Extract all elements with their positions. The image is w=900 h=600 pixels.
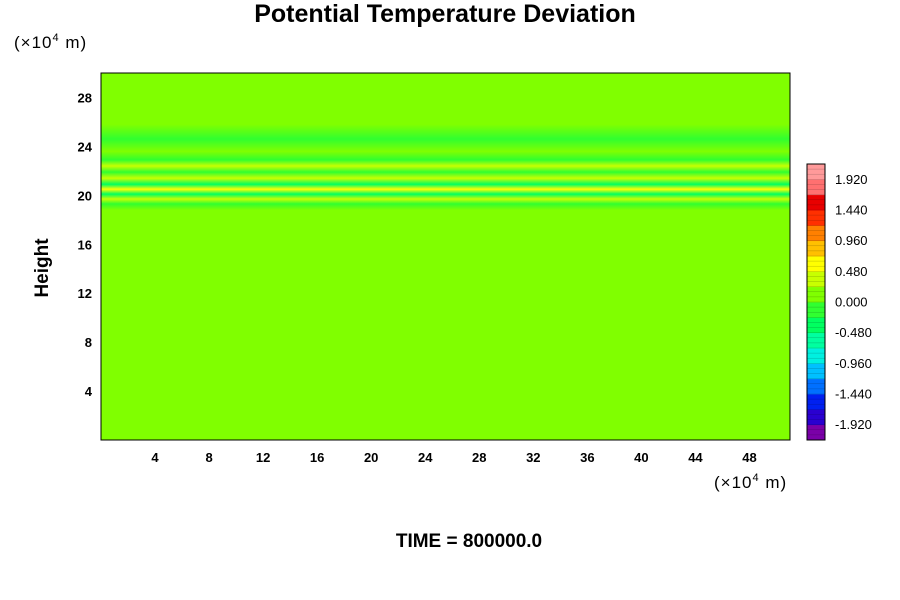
colorbar-swatch — [807, 286, 825, 303]
x-tick-label: 16 — [310, 450, 324, 465]
colorbar: 1.920 1.440 0.960 0.480 0.000 -0.480 -0.960 -1.… — [806, 163, 872, 441]
x-axis-unit: (×104 m) — [714, 472, 787, 493]
colorbar-tick-label: 0.000 — [835, 295, 868, 310]
y-tick-label: 12 — [78, 286, 92, 301]
x-axis-ticks: 4 8 12 16 20 24 28 32 36 40 44 48 — [151, 450, 756, 465]
colorbar-border — [806, 163, 826, 441]
x-tick-label: 28 — [472, 450, 486, 465]
x-tick-label: 48 — [742, 450, 756, 465]
x-tick-label: 36 — [580, 450, 594, 465]
colorbar-swatch — [807, 394, 825, 410]
colorbar-tick-label: 1.440 — [835, 203, 868, 218]
time-label: TIME = 800000.0 — [395, 531, 543, 552]
y-unit-exponent: 4 — [52, 32, 60, 44]
x-tick-label: 24 — [418, 450, 433, 465]
y-tick-label: 4 — [85, 384, 93, 399]
x-unit-prefix: (×10 — [714, 473, 753, 492]
colorbar-swatch — [807, 302, 825, 318]
colorbar-tick-label: -0.480 — [835, 325, 872, 340]
colorbar-tick-label: -0.960 — [835, 356, 872, 371]
heatmap-field — [100, 72, 791, 441]
y-axis-ticks: 4 8 12 16 20 24 28 — [78, 90, 93, 399]
y-unit-suffix: m) — [59, 33, 88, 52]
heatmap-area — [101, 73, 790, 440]
y-unit-prefix: (×10 — [14, 33, 53, 52]
colorbar-swatch — [807, 363, 825, 380]
colorbar-tick-label: -1.920 — [835, 417, 872, 432]
x-tick-label: 12 — [256, 450, 270, 465]
colorbar-swatch — [807, 348, 825, 364]
colorbar-tick-label: 0.960 — [835, 233, 868, 248]
colorbar-swatch — [807, 424, 825, 441]
y-tick-label: 20 — [78, 188, 92, 203]
x-tick-label: 4 — [151, 450, 159, 465]
colorbar-swatch — [807, 164, 825, 180]
y-tick-label: 28 — [78, 90, 92, 105]
chart-title: Potential Temperature Deviation — [254, 0, 636, 28]
x-unit-suffix: m) — [759, 473, 788, 492]
colorbar-swatch — [807, 194, 825, 211]
plot-border — [100, 72, 791, 441]
colorbar-swatch — [807, 409, 825, 426]
colorbar-swatch — [807, 332, 825, 349]
colorbar-swatch — [807, 271, 825, 288]
colorbar-swatch — [807, 256, 825, 272]
colorbar-swatch — [807, 378, 825, 395]
y-axis-unit: (×104 m) — [14, 32, 87, 53]
x-tick-label: 32 — [526, 450, 540, 465]
colorbar-tick-label: -1.440 — [835, 387, 872, 402]
colorbar-tick-label: 0.480 — [835, 264, 868, 279]
colorbar-swatch — [807, 210, 825, 226]
x-tick-label: 20 — [364, 450, 378, 465]
colorbar-swatch — [807, 317, 825, 334]
y-tick-label: 16 — [78, 237, 92, 252]
x-tick-label: 40 — [634, 450, 648, 465]
x-tick-label: 8 — [205, 450, 212, 465]
x-tick-label: 44 — [688, 450, 703, 465]
y-tick-label: 8 — [85, 335, 92, 350]
y-tick-label: 24 — [78, 139, 93, 154]
colorbar-swatch — [807, 179, 825, 196]
colorbar-tick-label: 1.920 — [835, 172, 868, 187]
colorbar-swatch — [807, 225, 825, 242]
colorbar-swatch — [807, 240, 825, 257]
x-unit-exponent: 4 — [752, 472, 760, 484]
